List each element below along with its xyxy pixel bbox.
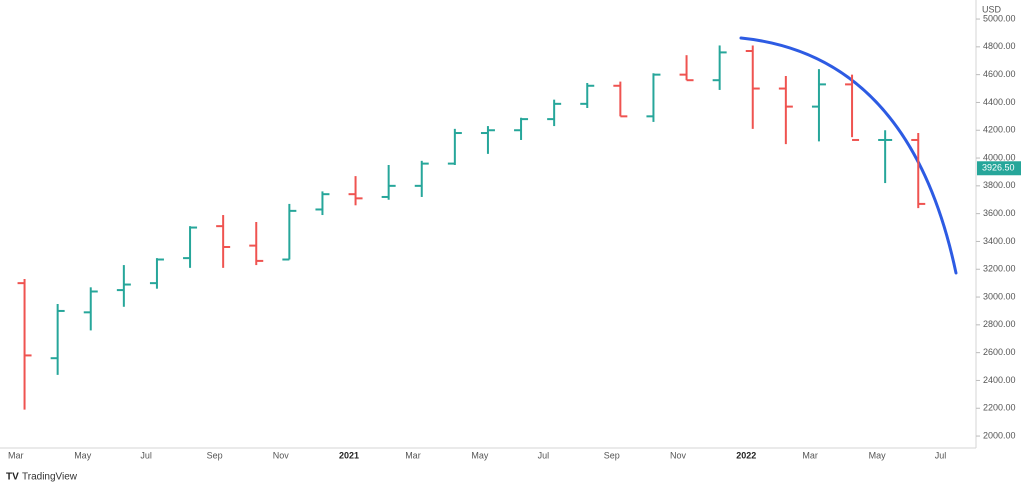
x-tick-label: Mar	[405, 450, 421, 460]
y-tick-label: 3600.00	[983, 208, 1016, 218]
last-price-label: 3926.50	[982, 163, 1015, 173]
y-tick-label: 2400.00	[983, 375, 1016, 385]
y-tick-label: 2200.00	[983, 403, 1016, 413]
y-tick-label: 4000.00	[983, 152, 1016, 162]
x-tick-label: Sep	[604, 450, 620, 460]
x-tick-label: Jul	[935, 450, 947, 460]
brand-name: TradingView	[22, 472, 78, 483]
x-tick-label: May	[471, 450, 489, 460]
x-tick-label: 2021	[339, 450, 359, 460]
x-tick-label: Nov	[273, 450, 290, 460]
x-tick-label: 2022	[736, 450, 756, 460]
y-tick-label: 4200.00	[983, 125, 1016, 135]
y-tick-label: 2800.00	[983, 319, 1016, 329]
x-tick-label: May	[74, 450, 92, 460]
x-tick-label: Jul	[538, 450, 550, 460]
y-tick-label: 3800.00	[983, 180, 1016, 190]
y-tick-label: 4600.00	[983, 69, 1016, 79]
logo-mark: TV	[6, 472, 19, 483]
currency-label: USD	[982, 4, 1002, 14]
x-tick-label: Mar	[802, 450, 818, 460]
x-tick-label: Jul	[140, 450, 152, 460]
y-tick-label: 4800.00	[983, 41, 1016, 51]
drawn-arc	[739, 36, 958, 275]
y-tick-label: 4400.00	[983, 97, 1016, 107]
y-tick-label: 3000.00	[983, 291, 1016, 301]
y-tick-label: 5000.00	[983, 13, 1016, 23]
x-tick-label: Nov	[670, 450, 687, 460]
y-tick-label: 2600.00	[983, 347, 1016, 357]
y-tick-label: 3400.00	[983, 236, 1016, 246]
last-price-box	[977, 161, 1021, 176]
y-tick-label: 3200.00	[983, 264, 1016, 274]
y-tick-label: 2000.00	[983, 430, 1016, 440]
brand-logo: TV	[6, 472, 19, 483]
x-tick-label: May	[869, 450, 887, 460]
x-tick-label: Mar	[8, 450, 24, 460]
x-tick-label: Sep	[207, 450, 223, 460]
